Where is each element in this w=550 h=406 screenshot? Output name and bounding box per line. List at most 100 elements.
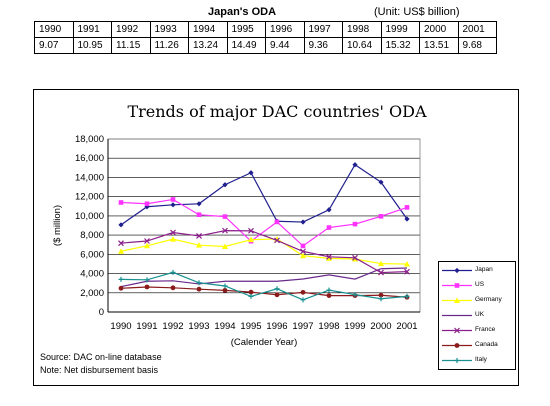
point-germany [196,242,202,248]
point-italy [352,292,358,298]
legend-swatch [442,283,472,288]
point-canada [248,289,254,295]
x-tick-label: 1993 [188,321,209,332]
table-cell: 9.07 [34,37,74,54]
point-japan [118,222,124,228]
legend-label: Japan [475,266,493,273]
disbursement-note: Note: Net disbursement basis [40,365,159,375]
table-cell: 1996 [265,21,305,38]
point-france [274,237,280,244]
point-france [326,253,332,260]
point-france [170,229,176,236]
table-cell: 1994 [188,21,228,38]
table-cell: 11.26 [149,37,189,54]
point-italy [222,283,228,289]
table-cell: 10.64 [342,37,382,54]
x-tick-label: 2000 [370,321,391,332]
y-tick-label: 14,000 [75,172,104,183]
legend-label: Italy [475,356,487,363]
y-tick-label: 8,000 [80,230,104,241]
point-italy [300,297,306,303]
series-line-italy [120,271,408,301]
legend-item-canada: Canada [439,340,517,352]
point-france [352,254,358,261]
table-cell: 1991 [72,21,112,38]
point-us [274,219,280,225]
table-cell: 9.36 [303,37,343,54]
table-row-years: 1990 1991 1992 1993 1994 1995 1996 1997 … [34,21,497,38]
point-germany [378,260,384,267]
point-japan [352,162,358,168]
y-tick-label: 2,000 [80,288,104,299]
point-france [144,238,150,244]
point-germany [170,236,176,242]
table-cell: 13.51 [419,37,459,54]
legend-label: Canada [475,341,498,348]
point-japan [326,207,332,213]
y-tick-label: 0 [99,307,104,318]
table-cell: 1990 [34,21,74,38]
series-line-germany [120,238,408,265]
legend-label: Germany [475,296,502,303]
point-us [404,205,410,210]
point-france [404,268,410,275]
legend-item-germany: Germany [439,295,517,307]
x-tick-label: 2001 [396,321,417,332]
legend-label: France [475,326,496,333]
point-us [170,197,176,202]
x-tick-label: 1998 [318,321,339,332]
point-italy [118,276,124,282]
x-tick-label: 1999 [344,321,365,332]
chart-container: Trends of major DAC countries' ODA 0 2,00… [33,89,519,386]
point-italy [404,293,410,299]
legend-marker [454,358,460,363]
point-france [196,233,202,239]
point-germany [144,242,150,249]
point-germany [118,248,124,254]
table-cell: 9.44 [265,37,305,54]
table-cell: 15.32 [380,37,420,54]
series-line-us [120,198,408,247]
point-france [222,227,228,234]
legend-marker [454,297,460,303]
point-japan [300,219,306,225]
point-germany [222,243,228,249]
point-france [378,269,384,276]
point-us [118,200,124,205]
table-cell: 1999 [380,21,420,38]
point-italy [196,280,202,286]
legend-swatch [442,343,472,348]
legend-label: US [475,281,485,288]
table-cell: 1992 [111,21,151,38]
x-tick-label: 1994 [214,321,235,332]
legend-swatch [442,267,472,274]
source-note: Source: DAC on-line database [40,352,162,362]
legend-item-italy: Italy [439,355,517,367]
legend-item-japan: Japan [439,265,517,277]
point-japan [170,202,176,208]
point-canada [222,287,228,293]
y-tick-label: 6,000 [80,249,104,260]
point-germany [248,236,254,243]
legend-item-us: US [439,280,517,292]
point-us [352,221,358,227]
oda-table: 1990 1991 1992 1993 1994 1995 1996 1997 … [34,21,497,54]
point-canada [196,286,202,292]
x-tick-label: 1997 [292,321,313,332]
table-cell: 10.95 [72,37,112,54]
point-japan [404,216,410,222]
point-italy [248,293,254,299]
point-us [196,212,202,218]
legend-marker [454,343,460,348]
table-cell: 14.49 [226,37,266,54]
table-cell: 2001 [457,21,497,38]
series-line-uk [120,267,408,288]
table-cell: 1997 [303,21,343,38]
legend-item-uk: UK [439,310,517,322]
table-cell: 13.24 [188,37,228,54]
point-france [248,227,254,234]
legend-swatch [442,314,472,317]
legend-marker [454,327,460,334]
table-header: Japan's ODA (Unit: US$ billion) [0,4,550,20]
table-unit: (Unit: US$ billion) [374,6,460,18]
